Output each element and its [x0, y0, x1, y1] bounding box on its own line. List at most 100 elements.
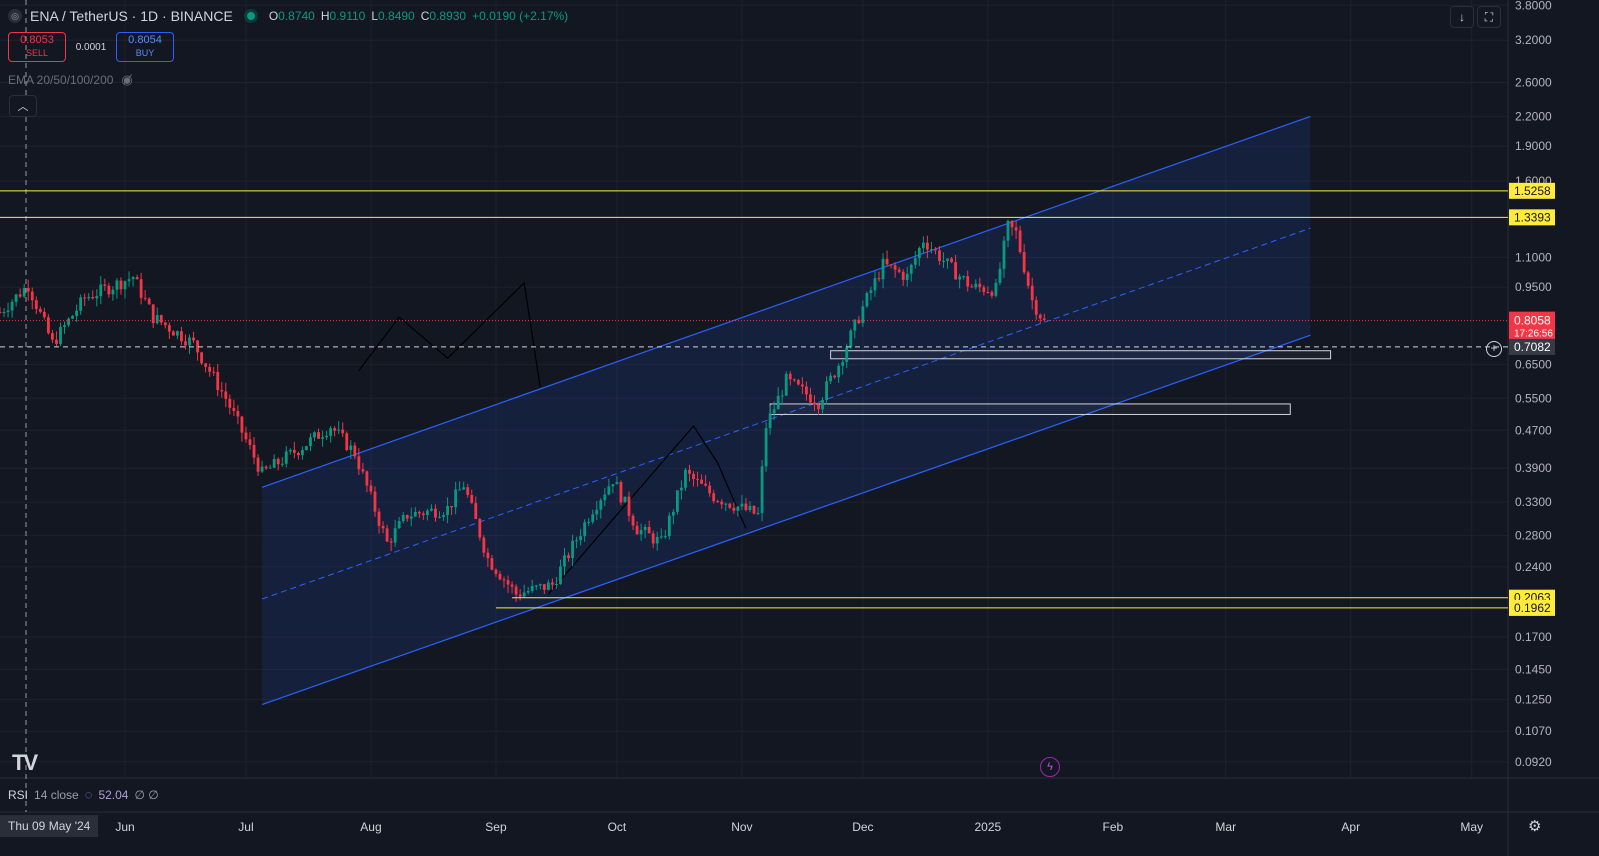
- candle-body: [688, 469, 691, 474]
- x-tick-label: Sep: [485, 820, 507, 834]
- candle-body: [966, 276, 970, 287]
- y-tick-label: 1.9000: [1515, 139, 1552, 153]
- y-tick-label: 0.3900: [1515, 461, 1552, 475]
- candle-body: [861, 306, 865, 324]
- candle-body: [555, 584, 558, 586]
- candle-body: [14, 294, 18, 302]
- candle-body: [381, 525, 385, 529]
- candle-body: [434, 508, 437, 518]
- candle-body: [728, 503, 732, 508]
- candle-body: [482, 537, 486, 553]
- candle-body: [1030, 285, 1034, 301]
- sell-button[interactable]: 0.8053 SELL: [8, 32, 66, 62]
- candle-body: [849, 330, 853, 348]
- ema-indicator-legend[interactable]: EMA 20/50/100/200 ◉̸: [8, 72, 133, 88]
- candle-body: [135, 277, 139, 280]
- candle-body: [675, 490, 679, 512]
- candle-body: [809, 394, 812, 403]
- x-tick-label: Mar: [1215, 820, 1236, 834]
- collapse-icon[interactable]: ︿: [9, 95, 37, 117]
- candle-body: [845, 347, 849, 363]
- fullscreen-icon[interactable]: ⛶: [1477, 6, 1501, 28]
- candle-body: [994, 282, 998, 296]
- bolt-icon[interactable]: ϟ: [1040, 757, 1060, 777]
- candle-body: [292, 449, 296, 453]
- eye-icon[interactable]: ◉̸: [121, 72, 133, 87]
- candle-body: [115, 280, 119, 290]
- candle-body: [300, 449, 304, 456]
- crosshair-price-tag: [1509, 338, 1555, 355]
- candle-body: [34, 300, 38, 310]
- candle-body: [579, 536, 583, 541]
- candle-body: [369, 485, 373, 492]
- candle-body: [131, 277, 135, 280]
- symbol-title[interactable]: ENA / TetherUS · 1D · BINANCE: [30, 8, 233, 24]
- candle-body: [345, 433, 349, 451]
- y-tick-label: 0.1450: [1515, 662, 1552, 676]
- candle-body: [821, 399, 824, 410]
- candle-body: [184, 341, 187, 346]
- buy-button[interactable]: 0.8054 BUY: [116, 32, 174, 62]
- candle-body: [180, 331, 183, 342]
- candle-body: [341, 429, 345, 434]
- candle-body: [680, 487, 683, 491]
- candle-body: [1010, 220, 1014, 228]
- symbol-icon[interactable]: ◎: [8, 9, 22, 23]
- candle-body: [889, 264, 893, 266]
- candle-body: [1022, 252, 1026, 273]
- candle-body: [740, 503, 744, 507]
- x-tick-label: Nov: [731, 820, 752, 834]
- level-price-tag-label: 0.1962: [1514, 601, 1551, 615]
- candle-body: [595, 509, 599, 515]
- candle-body: [272, 458, 276, 468]
- candle-body: [784, 373, 788, 396]
- candle-body: [208, 366, 212, 372]
- tv-logo[interactable]: TV: [12, 750, 38, 775]
- candle-body: [829, 375, 833, 382]
- candle-body: [244, 432, 248, 440]
- candle-body: [700, 479, 703, 484]
- candle-body: [454, 489, 458, 508]
- buy-price: 0.8054: [128, 34, 162, 46]
- candle-body: [990, 292, 994, 296]
- rsi-value: 52.04: [98, 787, 129, 802]
- candle-body: [442, 515, 445, 517]
- candle-body: [10, 301, 14, 311]
- candle-body: [526, 590, 530, 593]
- candle-body: [365, 471, 369, 486]
- candle-body: [667, 515, 671, 537]
- candle-body: [333, 428, 337, 431]
- candle-body: [865, 293, 869, 307]
- candle-body: [712, 493, 716, 502]
- x-tick-label: Feb: [1103, 820, 1124, 834]
- candle-body: [284, 451, 288, 464]
- candle-body: [260, 466, 264, 472]
- y-tick-label: 1.1000: [1515, 250, 1552, 264]
- candle-body: [559, 566, 562, 585]
- candle-body: [934, 249, 937, 251]
- channel-fill: [262, 116, 1311, 705]
- candle-body: [974, 283, 978, 288]
- candle-body: [248, 439, 252, 445]
- candle-body: [538, 584, 542, 586]
- y-tick-label: 0.1070: [1515, 724, 1552, 738]
- level-price-tag: [1509, 599, 1555, 616]
- plus-circle-icon[interactable]: +: [1486, 341, 1502, 357]
- candle-body: [958, 276, 962, 280]
- y-tick-label: 3.8000: [1515, 0, 1552, 12]
- rsi-indicator-legend[interactable]: RSI 14 close ◌ 52.04 ∅ ∅: [8, 787, 159, 802]
- y-tick-label: 0.1250: [1515, 693, 1552, 707]
- candle-body: [103, 284, 107, 286]
- download-icon[interactable]: ↓: [1450, 6, 1474, 28]
- candle-body: [563, 555, 566, 567]
- candle-body: [760, 466, 764, 513]
- candle-body: [708, 485, 712, 494]
- gear-icon[interactable]: ⚙: [1528, 818, 1542, 835]
- candle-body: [127, 279, 131, 282]
- candle-body: [107, 285, 111, 295]
- candle-body: [176, 331, 179, 336]
- candle-body: [776, 395, 780, 410]
- candle-body: [87, 297, 91, 299]
- candle-body: [938, 250, 941, 262]
